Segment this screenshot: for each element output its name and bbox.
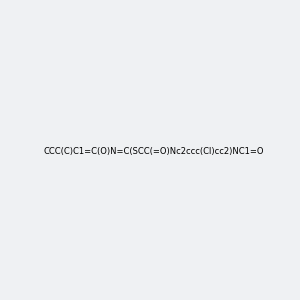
Text: CCC(C)C1=C(O)N=C(SCC(=O)Nc2ccc(Cl)cc2)NC1=O: CCC(C)C1=C(O)N=C(SCC(=O)Nc2ccc(Cl)cc2)NC… bbox=[44, 147, 264, 156]
